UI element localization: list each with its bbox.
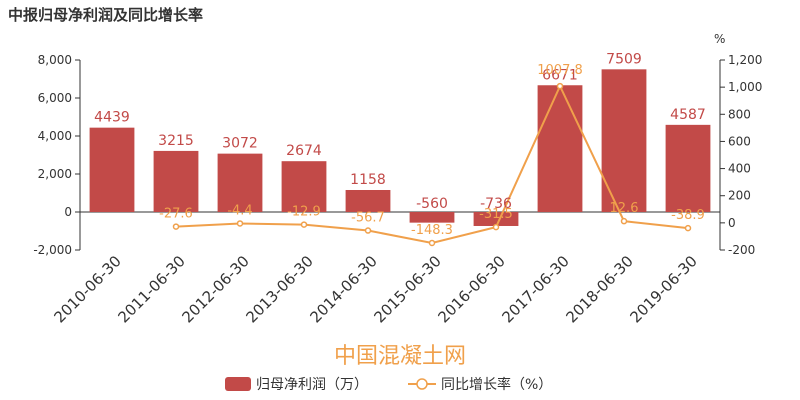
x-tick-label: 2019-06-30 xyxy=(626,252,700,326)
bar xyxy=(89,127,135,212)
legend-line-marker xyxy=(416,378,428,390)
growth-value-label: -12.9 xyxy=(287,205,321,220)
x-tick-label: 2012-06-30 xyxy=(178,252,252,326)
left-tick-label: 0 xyxy=(64,205,72,219)
right-axis-unit: % xyxy=(714,32,725,46)
bar xyxy=(537,85,583,212)
bar-value-label: 2674 xyxy=(286,143,322,159)
bar-value-label: 3072 xyxy=(222,136,258,152)
right-tick-label: 0 xyxy=(728,216,736,230)
x-tick-label: 2014-06-30 xyxy=(306,252,380,326)
growth-point xyxy=(684,224,692,232)
right-tick-label: 200 xyxy=(728,189,751,203)
growth-point xyxy=(300,221,308,228)
growth-point xyxy=(620,217,628,225)
left-tick-label: 2,000 xyxy=(38,167,72,181)
right-tick-label: 600 xyxy=(728,134,751,148)
legend-bar-label: 归母净利润（万） xyxy=(256,376,368,393)
left-tick-label: 8,000 xyxy=(38,53,72,67)
right-tick-label: 1,200 xyxy=(728,53,762,67)
bars xyxy=(89,69,711,226)
right-tick-label: 1,000 xyxy=(728,80,762,94)
growth-value-label: -31.5 xyxy=(479,207,513,222)
growth-point xyxy=(556,82,564,90)
legend-line-label: 同比增长率（%） xyxy=(441,376,552,393)
bar-value-label: 7509 xyxy=(606,51,642,67)
bar xyxy=(473,212,519,226)
right-tick-label: 400 xyxy=(728,162,751,176)
bar xyxy=(601,69,647,212)
data-labels: 4439 3215 3072 2674 1158 -560 -736 6671 7509 4587… xyxy=(94,51,706,238)
growth-value-label: -4.4 xyxy=(227,203,252,218)
bar-value-label: -736 xyxy=(480,196,512,212)
left-tick-label: 4,000 xyxy=(38,129,72,143)
x-tick-label: 2013-06-30 xyxy=(242,252,316,326)
bar xyxy=(153,150,199,212)
bar xyxy=(345,189,391,212)
growth-point xyxy=(172,223,180,230)
growth-value-label: -56.7 xyxy=(351,211,385,226)
axes: -2,000 0 2,000 4,000 6,000 8,000 -200 0 200 400 60… xyxy=(33,53,762,326)
growth-value-label: -148.3 xyxy=(411,223,453,238)
right-tick-label: -200 xyxy=(728,243,755,257)
x-tick-label: 2017-06-30 xyxy=(498,252,572,326)
bar-value-label: -560 xyxy=(416,196,448,212)
growth-line xyxy=(172,82,692,247)
right-tick-label: 800 xyxy=(728,107,751,121)
bar xyxy=(281,161,327,212)
bar-value-label: 3215 xyxy=(158,133,194,149)
bar-value-label: 1158 xyxy=(350,172,386,188)
bar xyxy=(409,212,455,223)
bar-value-label: 4587 xyxy=(670,107,706,123)
growth-value-label: 12.6 xyxy=(610,201,639,216)
left-tick-label: -2,000 xyxy=(33,243,72,257)
legend-bar-swatch xyxy=(225,377,251,391)
legend: 归母净利润（万） 同比增长率（%） xyxy=(225,376,552,393)
growth-value-label: -27.6 xyxy=(159,207,193,222)
growth-point xyxy=(236,220,244,227)
growth-value-label: 1007.8 xyxy=(537,63,583,78)
x-tick-label: 2011-06-30 xyxy=(114,252,188,326)
bar xyxy=(217,153,263,212)
x-tick-label: 2018-06-30 xyxy=(562,252,636,326)
growth-point xyxy=(492,223,500,231)
growth-value-label: -38.9 xyxy=(671,208,705,223)
bar-value-label: 4439 xyxy=(94,110,130,126)
bar xyxy=(665,124,711,212)
x-tick-label: 2010-06-30 xyxy=(50,252,124,326)
left-tick-label: 6,000 xyxy=(38,91,72,105)
x-tick-label: 2015-06-30 xyxy=(370,252,444,326)
growth-point xyxy=(428,239,436,247)
chart-title: 中报归母净利润及同比增长率 xyxy=(8,6,204,24)
watermark: 中国混凝土网 xyxy=(334,344,466,369)
bar-value-label: 6671 xyxy=(542,67,578,83)
growth-point xyxy=(364,227,372,234)
x-tick-label: 2016-06-30 xyxy=(434,252,508,326)
